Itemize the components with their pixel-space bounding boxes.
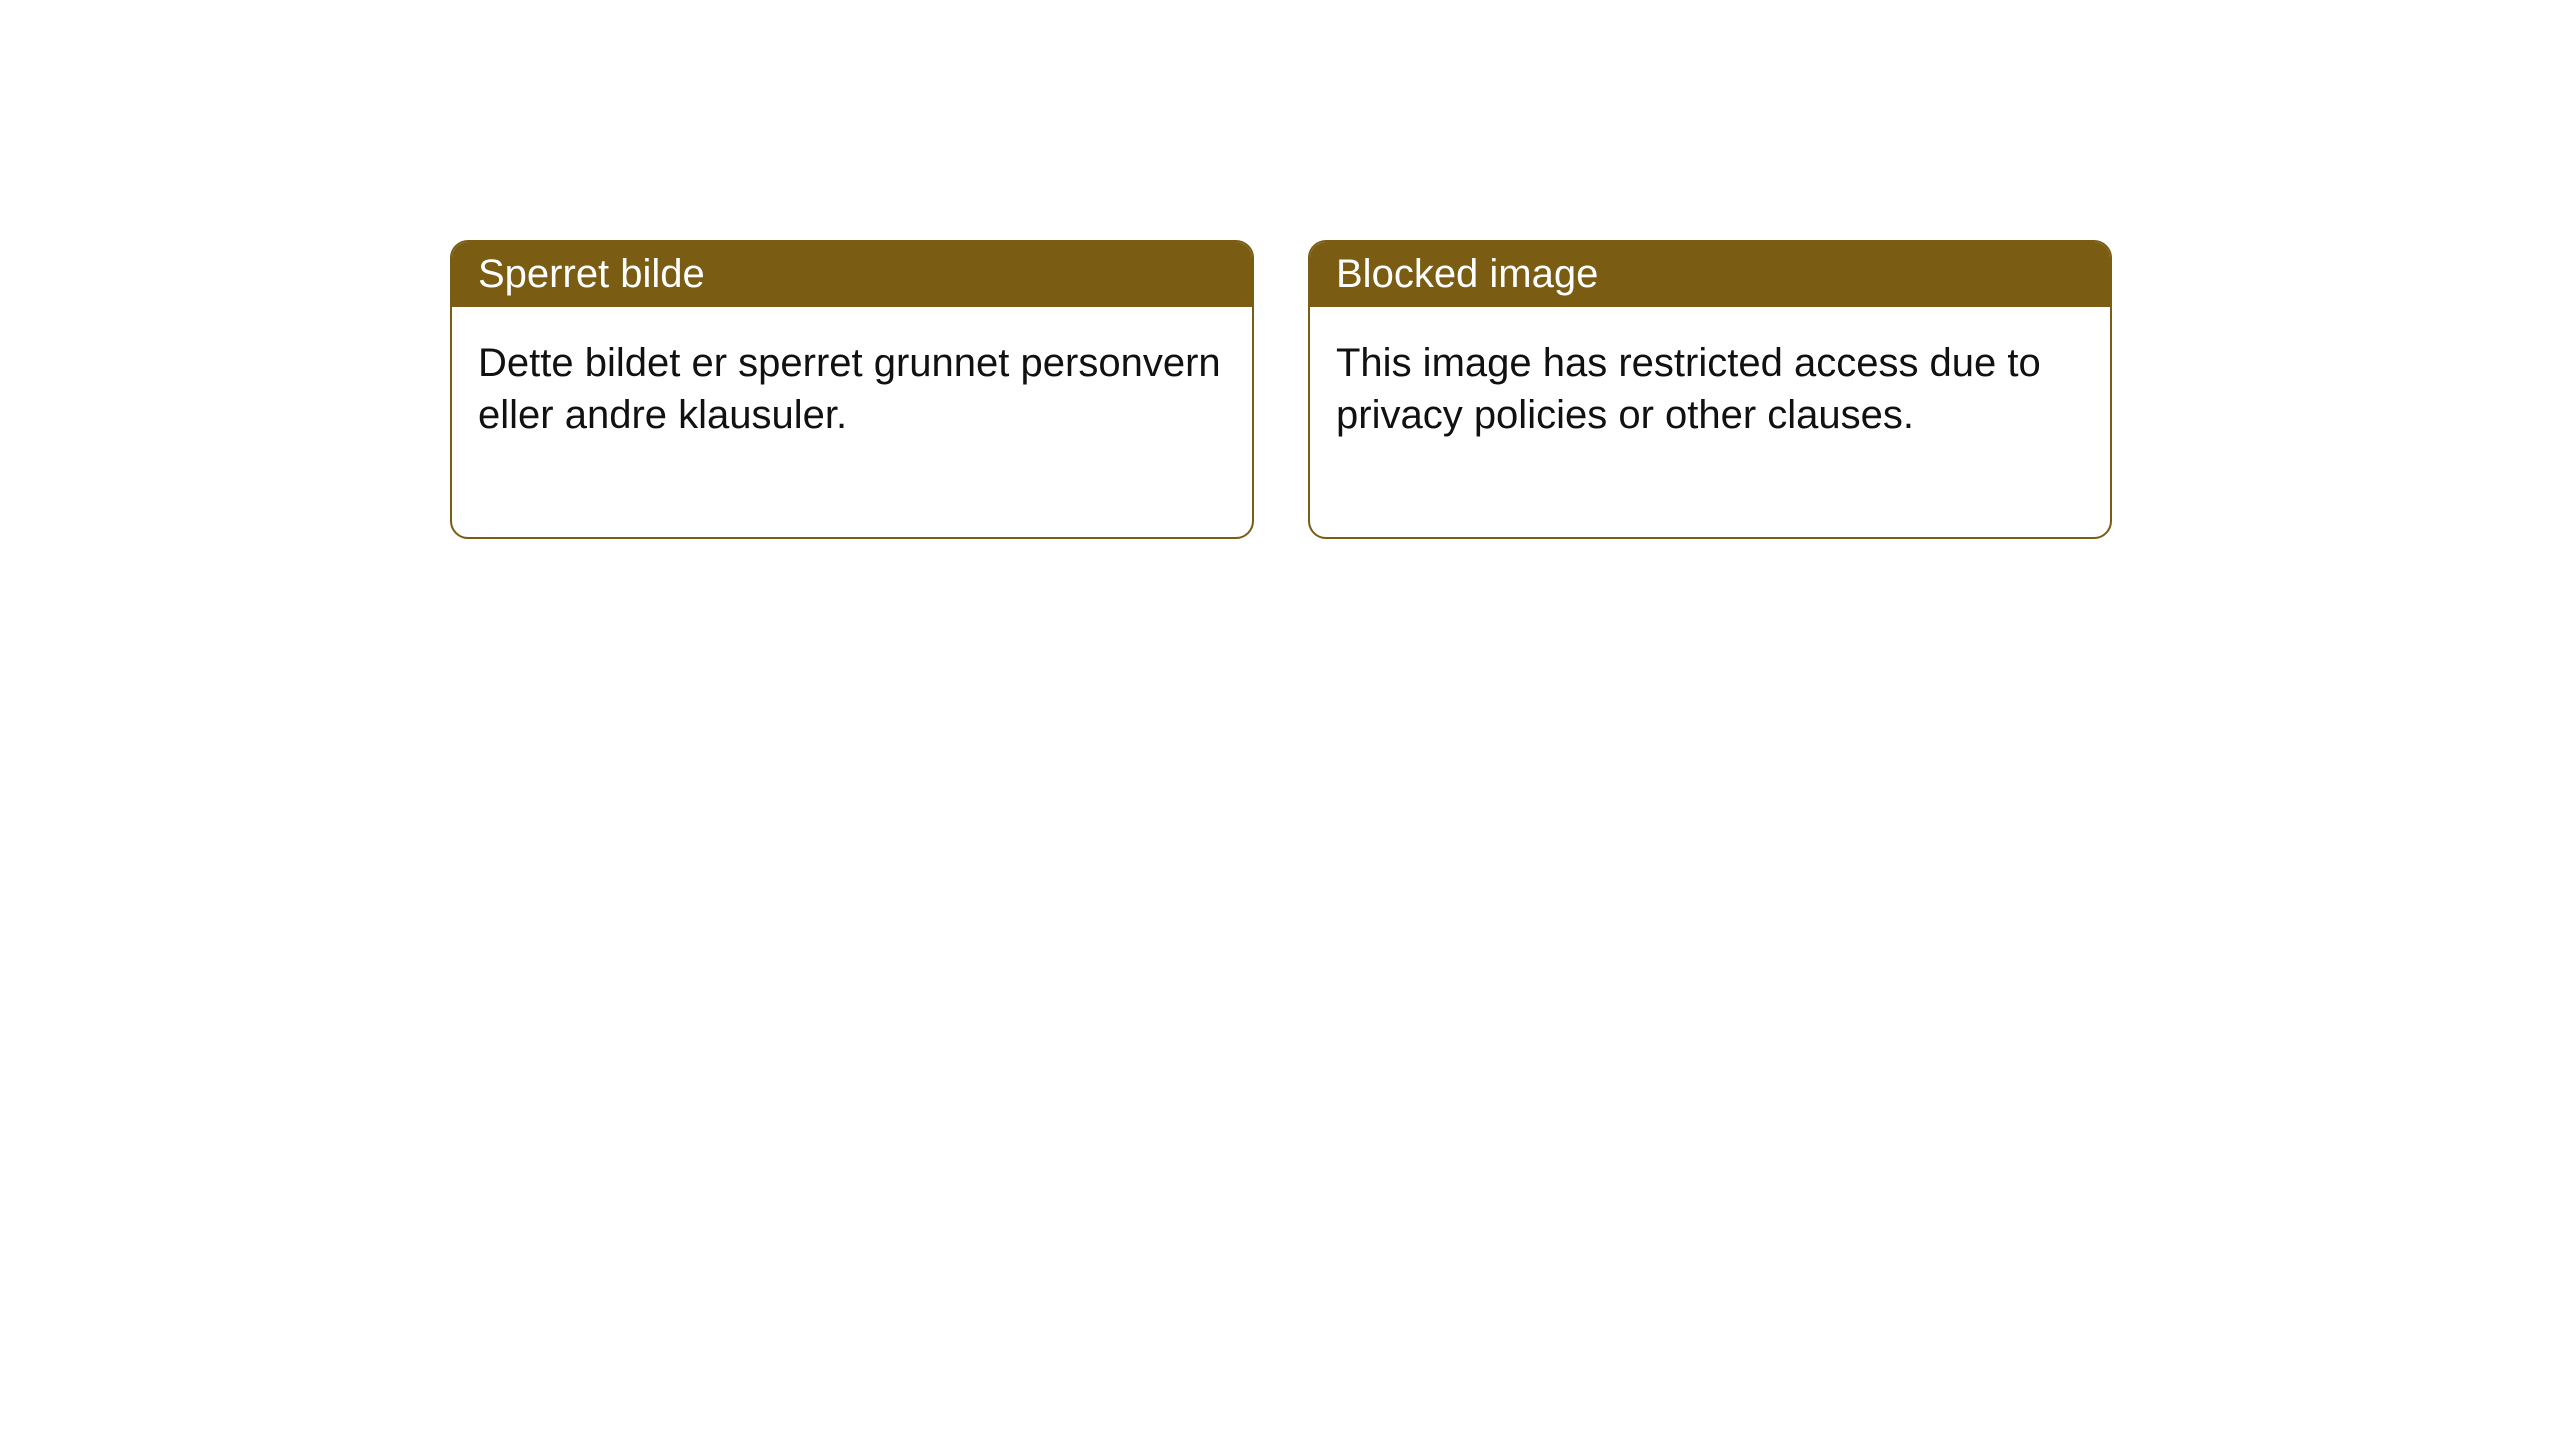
card-title: Sperret bilde: [478, 252, 705, 296]
card-title: Blocked image: [1336, 252, 1598, 296]
notice-container: Sperret bilde Dette bildet er sperret gr…: [450, 240, 2112, 539]
notice-card-english: Blocked image This image has restricted …: [1308, 240, 2112, 539]
card-body: Dette bildet er sperret grunnet personve…: [452, 307, 1252, 537]
card-header: Sperret bilde: [452, 242, 1252, 307]
card-body-text: Dette bildet er sperret grunnet personve…: [478, 341, 1221, 437]
card-body: This image has restricted access due to …: [1310, 307, 2110, 537]
card-header: Blocked image: [1310, 242, 2110, 307]
card-body-text: This image has restricted access due to …: [1336, 341, 2041, 437]
notice-card-norwegian: Sperret bilde Dette bildet er sperret gr…: [450, 240, 1254, 539]
